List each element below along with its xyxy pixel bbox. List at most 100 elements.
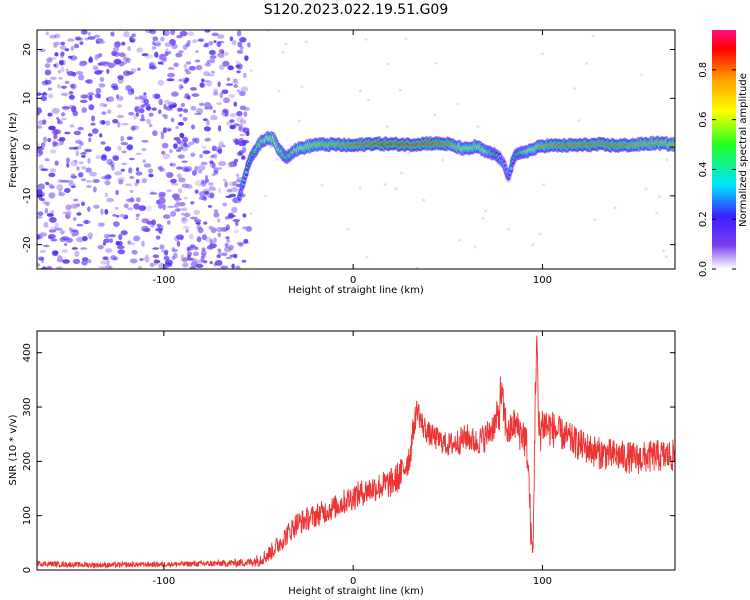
- noise-speckle: [222, 144, 226, 148]
- noise-speckle: [195, 64, 203, 71]
- noise-speckle: [216, 254, 221, 258]
- noise-speckle: [173, 137, 181, 141]
- noise-speckle: [143, 228, 150, 232]
- noise-speckle: [77, 74, 85, 81]
- noise-speckle: [168, 50, 172, 55]
- noise-speckle: [117, 121, 121, 128]
- noise-speckle: [158, 203, 163, 209]
- noise-speckle: [44, 158, 50, 162]
- noise-speckle: [222, 178, 227, 182]
- noise-speckle: [142, 159, 146, 164]
- noise-speckle: [178, 78, 183, 82]
- snr-x-label: Height of straight line (km): [288, 586, 424, 597]
- noise-speckle: [143, 92, 147, 96]
- noise-speckle: [160, 56, 168, 63]
- noise-speckle: [106, 258, 110, 265]
- noise-speckle: [236, 30, 242, 37]
- noise-speckle: [100, 141, 106, 145]
- noise-speckle: [235, 173, 240, 178]
- noise-speckle: [48, 172, 56, 178]
- noise-speckle: [81, 259, 88, 266]
- noise-speckle: [148, 65, 157, 70]
- noise-speckle: [194, 59, 201, 63]
- noise-speckle: [61, 85, 67, 89]
- noise-speckle: [213, 40, 217, 43]
- noise-speckle: [71, 247, 78, 250]
- noise-speckle: [40, 168, 49, 171]
- noise-speckle: [199, 82, 205, 88]
- noise-speckle: [136, 47, 143, 53]
- noise-speckle: [220, 265, 229, 269]
- noise-speckle: [243, 239, 249, 244]
- noise-speckle: [243, 111, 248, 117]
- noise-speckle: [57, 118, 61, 125]
- x-tick-label: 100: [533, 576, 552, 587]
- noise-speckle: [133, 113, 137, 120]
- noise-speckle: [90, 122, 96, 126]
- noise-speckle: [200, 255, 205, 262]
- noise-speckle: [64, 80, 70, 85]
- noise-speckle: [155, 235, 161, 240]
- noise-speckle: [160, 36, 165, 42]
- noise-speckle: [176, 240, 181, 247]
- noise-speckle: [245, 226, 253, 232]
- noise-speckle: [75, 150, 80, 157]
- noise-speckle: [87, 92, 95, 96]
- noise-speckle: [62, 107, 70, 111]
- noise-speckle: [97, 62, 104, 66]
- noise-speckle: [203, 118, 208, 121]
- noise-speckle: [56, 84, 62, 89]
- noise-speckle: [187, 31, 195, 37]
- noise-speckle: [76, 145, 82, 150]
- noise-speckle: [54, 222, 59, 229]
- noise-speckle: [208, 182, 214, 186]
- noise-speckle: [76, 203, 80, 207]
- noise-speckle: [76, 166, 80, 171]
- noise-speckle: [117, 145, 122, 151]
- noise-speckle: [58, 59, 66, 66]
- noise-speckle: [135, 213, 140, 218]
- noise-speckle: [197, 38, 204, 42]
- noise-speckle: [71, 233, 76, 237]
- noise-speckle: [190, 152, 196, 157]
- noise-speckle: [72, 217, 77, 221]
- noise-speckle: [166, 78, 175, 82]
- noise-speckle: [218, 48, 224, 54]
- noise-speckle: [208, 49, 216, 56]
- noise-speckle: [50, 238, 58, 242]
- x-tick-label: -100: [152, 576, 175, 587]
- noise-speckle: [216, 102, 222, 105]
- noise-speckle: [284, 43, 288, 46]
- noise-speckle: [123, 203, 129, 209]
- noise-speckle: [217, 248, 222, 252]
- noise-speckle: [44, 69, 52, 76]
- noise-speckle: [457, 239, 461, 242]
- noise-speckle: [204, 42, 209, 47]
- noise-speckle: [100, 176, 106, 180]
- noise-speckle: [239, 36, 247, 43]
- noise-speckle: [188, 141, 195, 146]
- noise-speckle: [61, 249, 69, 253]
- noise-speckle: [190, 105, 197, 111]
- noise-speckle: [151, 107, 157, 111]
- noise-speckle: [153, 258, 159, 265]
- noise-speckle: [233, 253, 238, 259]
- noise-speckle: [82, 257, 89, 262]
- noise-speckle: [60, 179, 69, 183]
- noise-speckle: [135, 197, 141, 203]
- noise-speckle: [180, 102, 186, 108]
- noise-speckle: [85, 167, 92, 173]
- noise-speckle: [238, 90, 246, 96]
- noise-speckle: [213, 90, 218, 95]
- noise-speckle: [140, 114, 145, 120]
- noise-speckle: [198, 102, 205, 107]
- noise-speckle: [182, 117, 188, 122]
- noise-speckle: [65, 204, 72, 211]
- noise-speckle: [176, 234, 184, 240]
- noise-speckle: [189, 244, 196, 248]
- noise-speckle: [88, 104, 95, 111]
- noise-speckle: [146, 118, 152, 125]
- noise-speckle: [235, 64, 241, 69]
- noise-speckle: [112, 85, 119, 91]
- noise-speckle: [191, 93, 200, 97]
